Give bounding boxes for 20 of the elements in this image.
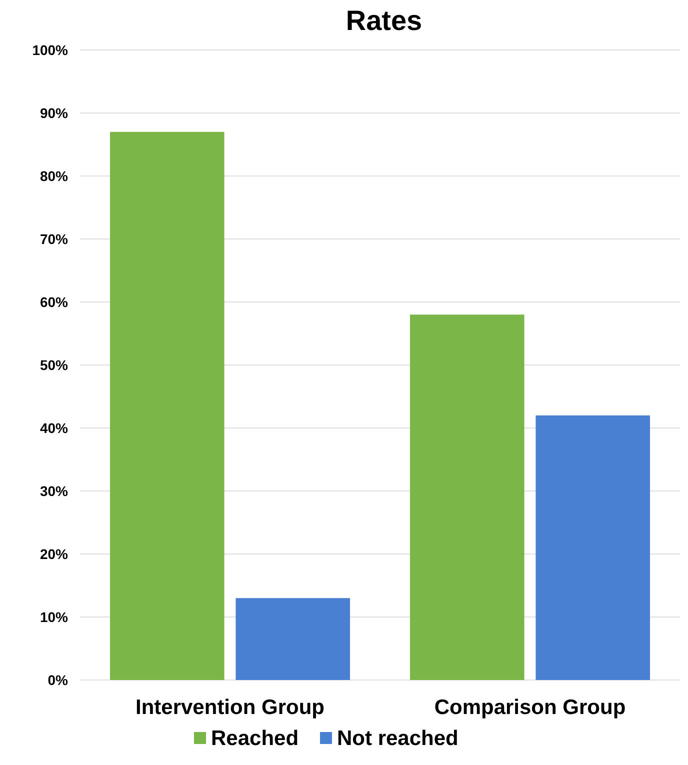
y-tick-label: 70% <box>40 230 69 247</box>
chart-title: Rates <box>346 5 422 36</box>
legend-label: Not reached <box>337 727 458 750</box>
y-tick-label: 10% <box>40 608 69 625</box>
y-tick-label: 80% <box>40 168 69 184</box>
y-tick-label: 90% <box>40 104 69 121</box>
y-tick-label: 30% <box>40 482 69 499</box>
y-tick-label: 50% <box>40 356 69 373</box>
y-tick-label: 60% <box>40 294 69 310</box>
bar <box>536 415 650 680</box>
x-tick-label: Intervention Group <box>136 696 324 719</box>
y-tick-label: 40% <box>40 420 69 436</box>
legend-label: Reached <box>211 727 299 750</box>
bar <box>110 132 224 680</box>
bar <box>410 314 524 680</box>
y-tick-label: 20% <box>40 546 69 562</box>
y-tick-label: 0% <box>48 672 69 688</box>
x-tick-label: Comparison Group <box>434 696 626 719</box>
y-tick-label: 100% <box>32 42 69 58</box>
bar <box>236 598 350 680</box>
